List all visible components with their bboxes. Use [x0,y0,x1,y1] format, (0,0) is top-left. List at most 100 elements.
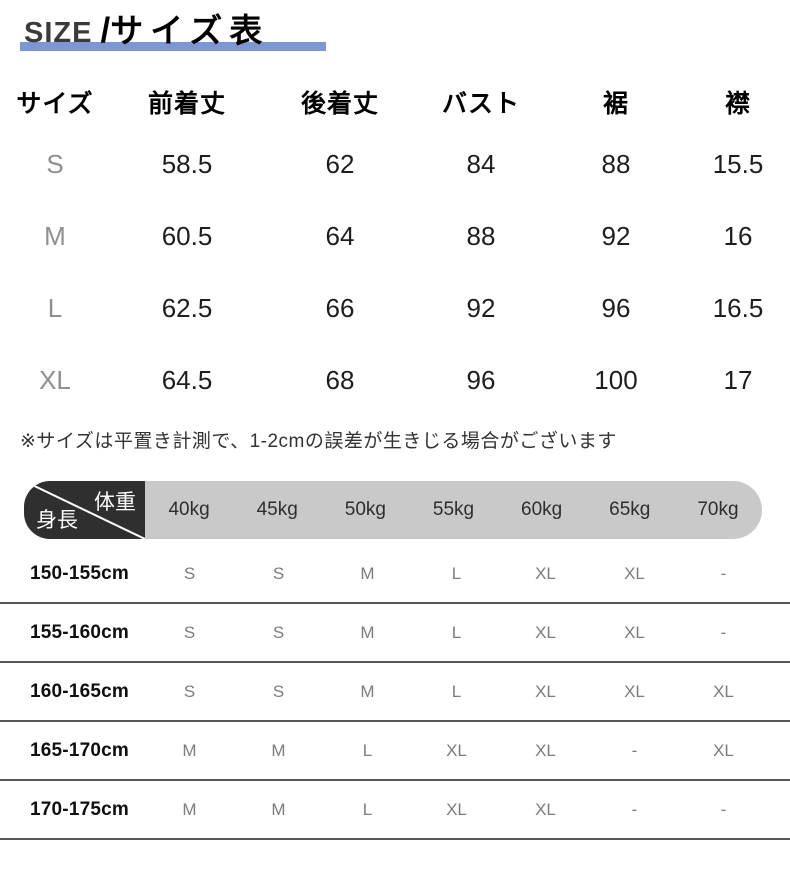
weight-header-65kg: 65kg [609,499,651,520]
measure-cell: 15.5 [712,148,764,179]
page-title-block: SIZE / サイズ表 [0,0,790,64]
size-value-cell: S [183,622,196,642]
height-cell: 170-175cm [30,798,129,820]
size-cell: S [46,148,64,179]
weight-header-45kg: 45kg [256,499,298,520]
size-value-cell: - [720,563,727,583]
size-value-cell: XL [535,563,556,583]
measure-cell: 100 [594,364,638,395]
size-cell: XL [39,364,71,395]
col-header-size: サイズ [16,90,94,118]
size-value-cell: M [271,740,286,760]
measure-cell: 58.5 [161,148,213,179]
height-cell: 155-160cm [30,621,129,643]
height-cell: 160-165cm [30,680,129,702]
measure-cell: 92 [466,292,496,323]
diagonal-divider-line [24,481,145,539]
height-cell: 165-170cm [30,739,129,761]
garment-size-table: サイズ 前着丈 後着丈 バスト 裾 襟 S 58.5 62 84 88 15.5… [0,76,790,416]
measure-cell: 66 [325,292,355,323]
size-value-cell: S [272,622,285,642]
size-value-cell: M [360,622,375,642]
size-value-cell: L [451,681,462,701]
size-value-cell: XL [624,563,645,583]
size-value-cell: XL [624,622,645,642]
size-value-cell: S [183,681,196,701]
size-row-l: L 62.5 66 92 96 16.5 [0,272,790,344]
measurement-disclaimer-note: ※サイズは平置き計測で、1-2cmの誤差が生きじる場合がございます [20,431,617,452]
size-table-header-row: サイズ 前着丈 後着丈 バスト 裾 襟 [0,76,790,128]
size-value-cell: XL [624,681,645,701]
weight-header-50kg: 50kg [344,499,386,520]
size-value-cell: XL [713,740,734,760]
col-header-collar: 襟 [724,90,751,118]
measure-cell: 84 [466,148,496,179]
measure-cell: 64 [325,220,355,251]
table-row: 170-175cm M M L XL XL - - [0,781,790,840]
height-cell: 150-155cm [30,562,129,584]
size-cell: M [44,220,66,251]
size-value-cell: L [451,622,462,642]
size-value-cell: - [631,740,638,760]
measure-cell: 64.5 [161,364,213,395]
measure-cell: 88 [601,148,631,179]
size-value-cell: S [183,563,196,583]
size-value-cell: L [451,563,462,583]
size-value-cell: - [631,799,638,819]
corner-label-weight: 体重 [94,491,136,514]
title-slash: / [100,11,111,50]
size-value-cell: M [271,799,286,819]
measure-cell: 60.5 [161,220,213,251]
size-value-cell: XL [535,681,556,701]
size-value-cell: XL [446,740,467,760]
weight-header-60kg: 60kg [521,499,563,520]
size-value-cell: L [362,799,373,819]
table-row: 165-170cm M M L XL XL - XL [0,722,790,781]
col-header-back-length: 後着丈 [300,90,379,118]
col-header-bust: バスト [441,90,520,118]
size-value-cell: XL [535,799,556,819]
size-value-cell: - [720,622,727,642]
size-value-cell: S [272,681,285,701]
weight-header-55kg: 55kg [432,499,475,520]
title-underline-bar [20,42,326,51]
size-value-cell: XL [535,740,556,760]
measure-cell: 68 [325,364,355,395]
size-value-cell: L [362,740,373,760]
size-row-s: S 58.5 62 84 88 15.5 [0,128,790,200]
weight-header-40kg: 40kg [168,499,210,520]
page-title: SIZE / サイズ表 [24,4,269,52]
measure-cell: 62 [325,148,355,179]
size-row-xl: XL 64.5 68 96 100 17 [0,344,790,416]
table-row: 155-160cm S S M L XL XL - [0,604,790,663]
measure-cell: 96 [601,292,631,323]
col-header-front-length: 前着丈 [147,90,226,118]
measure-cell: 92 [601,220,631,251]
measure-cell: 16.5 [712,292,764,323]
size-value-cell: M [360,681,375,701]
table-row: 150-155cm S S M L XL XL - [0,545,790,604]
size-value-cell: - [720,799,727,819]
measure-cell: 96 [466,364,496,395]
weight-height-table: 体重 身長 40kg 45kg 50kg 55kg 60kg 65kg 70kg… [0,481,790,840]
title-main-text: サイズ表 [110,12,270,49]
weight-header-70kg: 70kg [697,499,739,520]
corner-label-height: 身長 [36,509,78,532]
size-cell: L [47,292,63,323]
size-value-cell: M [182,799,197,819]
size-value-cell: XL [446,799,467,819]
measure-cell: 62.5 [161,292,213,323]
measure-cell: 88 [466,220,496,251]
weight-header-strip: 40kg 45kg 50kg 55kg 60kg 65kg 70kg [145,481,762,539]
col-header-hem: 裾 [602,90,629,118]
size-value-cell: XL [713,681,734,701]
table-row: 160-165cm S S M L XL XL XL [0,663,790,722]
size-value-cell: S [272,563,285,583]
weight-height-header: 体重 身長 40kg 45kg 50kg 55kg 60kg 65kg 70kg [24,481,762,539]
measure-cell: 16 [723,220,753,251]
size-row-m: M 60.5 64 88 92 16 [0,200,790,272]
size-value-cell: XL [535,622,556,642]
measure-cell: 17 [723,364,753,395]
size-value-cell: M [182,740,197,760]
weight-height-rows: 150-155cm S S M L XL XL - 155-160cm S S … [0,545,790,840]
